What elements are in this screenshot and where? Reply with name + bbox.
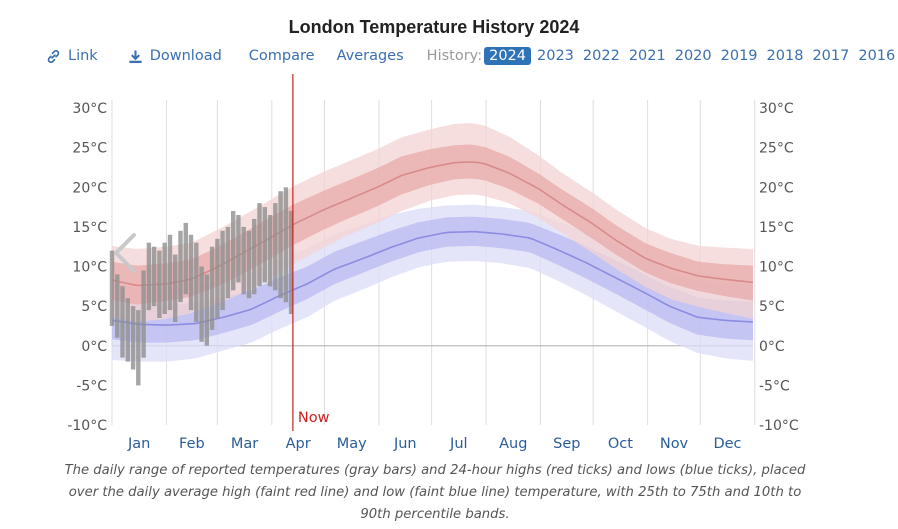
y-tick-label-right: 5°C	[759, 299, 785, 315]
chevron-left-icon[interactable]	[110, 232, 140, 274]
month-label: Jun	[393, 436, 417, 452]
link-label: Link	[68, 48, 98, 64]
month-label: May	[337, 436, 367, 452]
chart-toolbar: Link Download Compare Averages History: …	[46, 45, 898, 67]
year-2024-tab[interactable]: 2024	[484, 47, 531, 65]
temperature-chart: Now 30°C 30°C 25°C 25°C 20°C 20°C 15°C 15°C 10°C 1…	[67, 74, 799, 452]
month-label: Aug	[499, 436, 527, 452]
y-tick-label-left: 25°C	[72, 141, 107, 157]
y-tick-label-right: 15°C	[759, 220, 794, 236]
daily-range-bar	[267, 215, 273, 287]
y-tick-label-right: 25°C	[759, 141, 794, 157]
y-tick-label-right: 10°C	[759, 260, 794, 276]
daily-range-bar	[120, 286, 125, 358]
daily-range-bar	[141, 270, 146, 358]
daily-range-bar	[188, 234, 194, 311]
daily-range-bar	[157, 250, 162, 318]
year-2018-tab[interactable]: 2018	[766, 48, 804, 64]
y-tick-label-right: -10°C	[759, 418, 799, 434]
month-label: Sep	[553, 436, 580, 452]
averages-button[interactable]: Averages	[336, 48, 404, 64]
y-tick-label-right: -5°C	[759, 378, 790, 394]
daily-range-bar	[278, 191, 283, 299]
daily-range-bar	[262, 207, 267, 283]
daily-range-bar	[109, 250, 115, 326]
y-tick-label-right: 20°C	[759, 180, 794, 196]
compare-button[interactable]: Compare	[248, 48, 315, 64]
y-tick-label-right: 0°C	[759, 339, 785, 355]
daily-range-bar	[151, 246, 157, 307]
daily-range-bar	[167, 234, 173, 311]
daily-range-bar	[236, 215, 241, 283]
month-label: Nov	[660, 436, 689, 452]
month-label: Mar	[231, 436, 258, 452]
daily-range-bar	[173, 254, 178, 322]
daily-range-bar	[225, 226, 231, 299]
daily-range-bar	[288, 211, 294, 314]
daily-range-bar	[183, 222, 188, 295]
month-label: Dec	[713, 436, 741, 452]
daily-range-bar	[130, 306, 136, 370]
year-2020-tab[interactable]: 2020	[674, 48, 712, 64]
daily-range-bar	[231, 211, 236, 291]
y-tick-label-right: 30°C	[759, 101, 794, 117]
daily-range-bar	[209, 246, 215, 330]
month-label: Jan	[127, 436, 150, 452]
month-label: Oct	[608, 436, 633, 452]
y-tick-label-left: 5°C	[81, 299, 107, 315]
daily-range-bar	[273, 203, 278, 291]
now-label: Now	[298, 410, 330, 426]
daily-range-bar	[162, 242, 167, 314]
download-button[interactable]: Download	[128, 48, 222, 64]
history-label: History:	[426, 48, 483, 64]
chart-title: London Temperature History 2024	[288, 17, 580, 37]
download-icon	[129, 49, 142, 63]
daily-range-bar	[241, 226, 246, 295]
download-label: Download	[149, 48, 222, 64]
link-icon	[47, 49, 60, 63]
year-2022-tab[interactable]: 2022	[582, 48, 620, 64]
y-tick-label-left: 20°C	[72, 180, 107, 196]
y-tick-label-left: 30°C	[72, 101, 107, 117]
daily-range-bar	[194, 242, 199, 322]
month-label: Apr	[286, 436, 311, 452]
year-2017-tab[interactable]: 2017	[812, 48, 850, 64]
link-button[interactable]: Link	[46, 48, 98, 64]
year-2016-tab[interactable]: 2016	[858, 48, 896, 64]
y-tick-label-left: -5°C	[76, 378, 107, 394]
y-tick-label-left: 10°C	[72, 260, 107, 276]
daily-range-bar	[146, 242, 152, 311]
daily-range-bar	[257, 203, 262, 287]
daily-range-bar	[199, 266, 204, 342]
y-tick-label-left: -10°C	[67, 418, 107, 434]
daily-range-bar	[115, 274, 120, 338]
daily-range-bar	[246, 230, 252, 299]
y-tick-label-left: 15°C	[72, 220, 107, 236]
month-label: Feb	[179, 436, 205, 452]
daily-range-bar	[204, 274, 209, 346]
daily-range-bar	[215, 238, 220, 319]
daily-range-bar	[178, 230, 183, 303]
daily-range-bar	[136, 310, 141, 386]
low-band-25-75	[112, 216, 753, 343]
avg-low-line	[111, 230, 754, 326]
daily-range-bar	[125, 298, 130, 362]
daily-range-bar	[252, 218, 257, 295]
daily-range-bar	[220, 230, 225, 311]
year-2023-tab[interactable]: 2023	[537, 48, 574, 64]
chart-caption: The daily range of reported temperatures…	[64, 463, 806, 522]
year-2021-tab[interactable]: 2021	[628, 48, 666, 64]
y-tick-label-left: 0°C	[81, 339, 107, 355]
daily-range-bar	[283, 187, 289, 303]
month-label: Jul	[449, 436, 468, 452]
year-2019-tab[interactable]: 2019	[720, 48, 758, 64]
